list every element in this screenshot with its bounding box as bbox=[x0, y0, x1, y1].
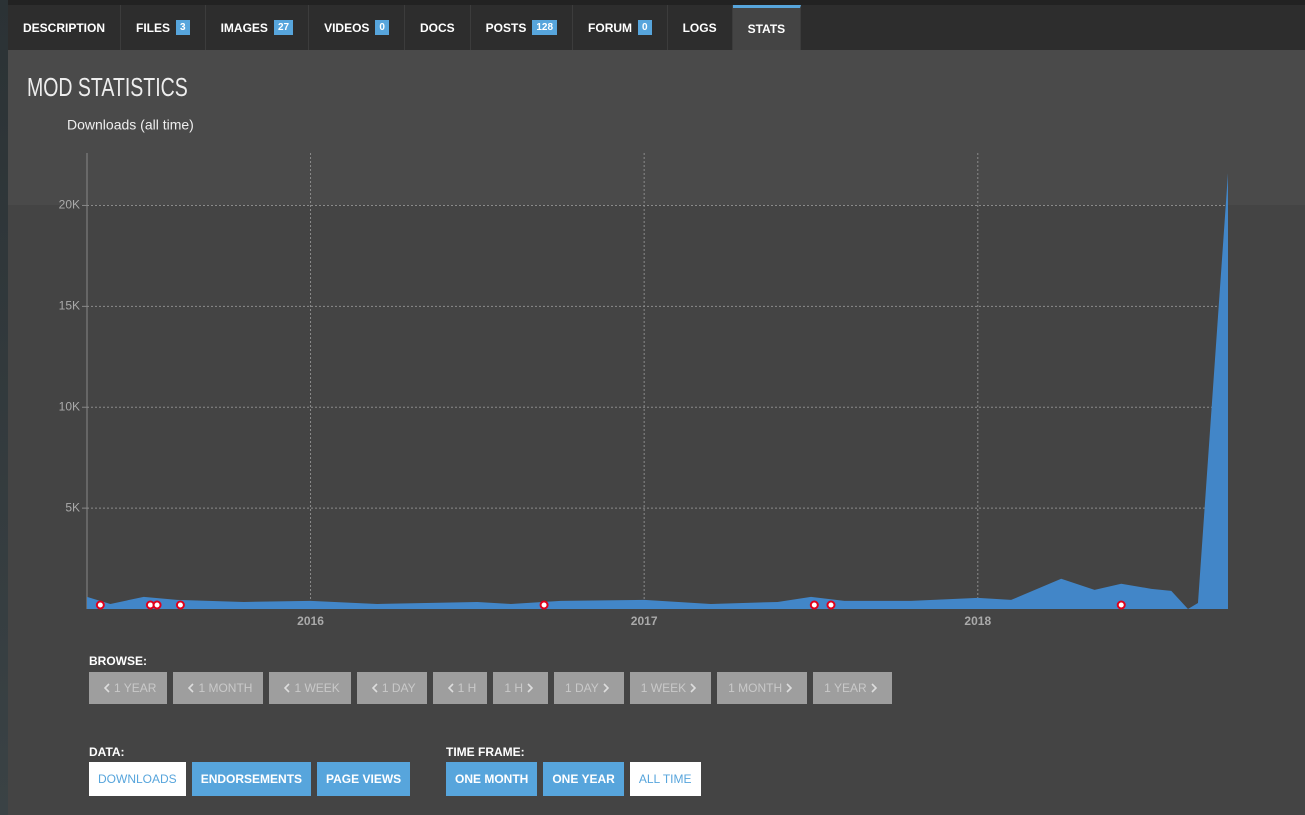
event-marker bbox=[809, 600, 819, 610]
event-marker bbox=[95, 600, 105, 610]
chevron bbox=[447, 683, 454, 693]
chevron-icon bbox=[527, 683, 533, 693]
chevron bbox=[527, 683, 533, 693]
tab[interactable]: STATS bbox=[732, 5, 802, 50]
browse-button[interactable]: 1 DAY bbox=[554, 672, 624, 704]
chevron-icon bbox=[871, 683, 877, 693]
tab-label: DOCS bbox=[419, 20, 455, 35]
browse-button[interactable]: 1 MONTH bbox=[173, 672, 264, 704]
tab-count: 0 bbox=[375, 20, 389, 35]
chevron-icon bbox=[188, 683, 195, 693]
time-frame-buttons: ONE MONTH ONE YEAR ALL TIME bbox=[446, 762, 701, 796]
button-label: 1 YEAR bbox=[114, 681, 157, 695]
tab-label: FORUM bbox=[588, 20, 633, 35]
background-edge bbox=[0, 0, 8, 815]
chevron-icon bbox=[690, 683, 697, 693]
button-label: 1 WEEK bbox=[294, 681, 340, 695]
tab-label: FILES bbox=[136, 20, 171, 35]
tab-count: 27 bbox=[273, 20, 294, 35]
chevron bbox=[371, 683, 378, 693]
x-tick-label: 2017 bbox=[631, 614, 658, 628]
chevron bbox=[104, 683, 110, 693]
tab-label: POSTS bbox=[485, 20, 527, 35]
tab-label: LOGS bbox=[682, 20, 717, 35]
tab-count: 3 bbox=[176, 20, 190, 35]
tab-label: IMAGES bbox=[220, 20, 268, 35]
tab-count: 0 bbox=[638, 20, 652, 35]
browse-button[interactable]: 1 YEAR bbox=[89, 672, 168, 704]
browse-button[interactable]: 1 DAY bbox=[356, 672, 427, 704]
chevron-icon bbox=[603, 683, 609, 693]
browse-buttons: 1 YEAR 1 MONTH 1 WEEK 1 DAY 1 H 1 H 1 DAY 1 WEE… bbox=[89, 672, 892, 704]
tab-label: DESCRIPTION bbox=[23, 20, 106, 35]
chevron bbox=[284, 683, 291, 693]
chevron bbox=[786, 683, 793, 693]
tab-label: VIDEOS bbox=[324, 20, 370, 35]
option-button[interactable]: PAGE VIEWS bbox=[317, 762, 411, 796]
tab-label: STATS bbox=[747, 22, 786, 36]
event-marker bbox=[1116, 600, 1126, 610]
option-button[interactable]: DOWNLOADS bbox=[89, 762, 186, 796]
area bbox=[87, 173, 1228, 609]
tab-count: 128 bbox=[532, 20, 558, 35]
button-label: 1 H bbox=[504, 681, 523, 695]
browse-button[interactable]: 1 WEEK bbox=[269, 672, 351, 704]
browse-button[interactable]: 1 MONTH bbox=[717, 672, 808, 704]
chevron-icon bbox=[371, 683, 378, 693]
chart: Downloads (all time) 5K 10K 15K 20K 2016 2017… bbox=[59, 117, 1228, 628]
tab[interactable]: FILES 3 bbox=[121, 5, 206, 50]
tab[interactable]: VIDEOS 0 bbox=[309, 5, 405, 50]
x-tick-label: 2016 bbox=[297, 614, 324, 628]
x-tick-label: 2018 bbox=[964, 614, 991, 628]
browse-button[interactable]: 1 WEEK bbox=[629, 672, 712, 704]
tab[interactable]: POSTS 128 bbox=[471, 5, 574, 50]
y-tick-label: 5K bbox=[65, 500, 80, 514]
button-label: 1 DAY bbox=[565, 681, 599, 695]
chart-title: Downloads (all time) bbox=[67, 117, 194, 133]
browse-label: BROWSE: bbox=[89, 654, 147, 668]
chevron bbox=[690, 683, 697, 693]
chevron-icon bbox=[447, 683, 454, 693]
heading: MOD STATISTICS bbox=[27, 72, 188, 102]
tab[interactable]: IMAGES 27 bbox=[206, 5, 310, 50]
data-buttons: DOWNLOADS ENDORSEMENTS PAGE VIEWS bbox=[89, 762, 411, 796]
top-bar bbox=[8, 0, 1305, 5]
event-marker bbox=[152, 600, 162, 610]
y-tick-label: 20K bbox=[59, 198, 80, 212]
button-label: 1 MONTH bbox=[198, 681, 253, 695]
tab[interactable]: DESCRIPTION bbox=[8, 5, 122, 50]
option-button[interactable]: ENDORSEMENTS bbox=[191, 762, 312, 796]
y-tick-label: 15K bbox=[59, 299, 80, 313]
option-button[interactable]: ALL TIME bbox=[629, 762, 701, 796]
button-label: 1 H bbox=[457, 681, 477, 695]
chevron bbox=[188, 683, 195, 693]
button-label: 1 MONTH bbox=[728, 681, 783, 695]
option-button[interactable]: ONE YEAR bbox=[543, 762, 624, 796]
event-marker bbox=[826, 600, 836, 610]
chevron-icon bbox=[284, 683, 291, 693]
option-button[interactable]: ONE MONTH bbox=[446, 762, 538, 796]
y-tick-label: 10K bbox=[59, 399, 80, 413]
browse-button[interactable]: 1 H bbox=[432, 672, 488, 704]
chevron bbox=[871, 683, 877, 693]
panel-header bbox=[8, 50, 1305, 205]
button-label: 1 DAY bbox=[381, 681, 416, 695]
button-label: 1 YEAR bbox=[824, 681, 867, 695]
tab[interactable]: FORUM 0 bbox=[573, 5, 668, 50]
browse-button[interactable]: 1 YEAR bbox=[813, 672, 892, 704]
tab[interactable]: DOCS bbox=[405, 5, 471, 50]
chevron bbox=[603, 683, 609, 693]
data-label: DATA: bbox=[89, 745, 125, 759]
tab[interactable]: LOGS bbox=[668, 5, 733, 50]
event-marker bbox=[539, 600, 549, 610]
button-label: 1 WEEK bbox=[640, 681, 687, 695]
browse-button[interactable]: 1 H bbox=[493, 672, 548, 704]
chevron-icon bbox=[786, 683, 793, 693]
event-marker bbox=[175, 600, 185, 610]
time-frame-label: TIME FRAME: bbox=[446, 745, 525, 759]
tab-bar: DESCRIPTION FILES 3 IMAGES 27 VIDEOS 0 DOCS POST… bbox=[8, 5, 1305, 50]
chevron-icon bbox=[104, 683, 110, 693]
